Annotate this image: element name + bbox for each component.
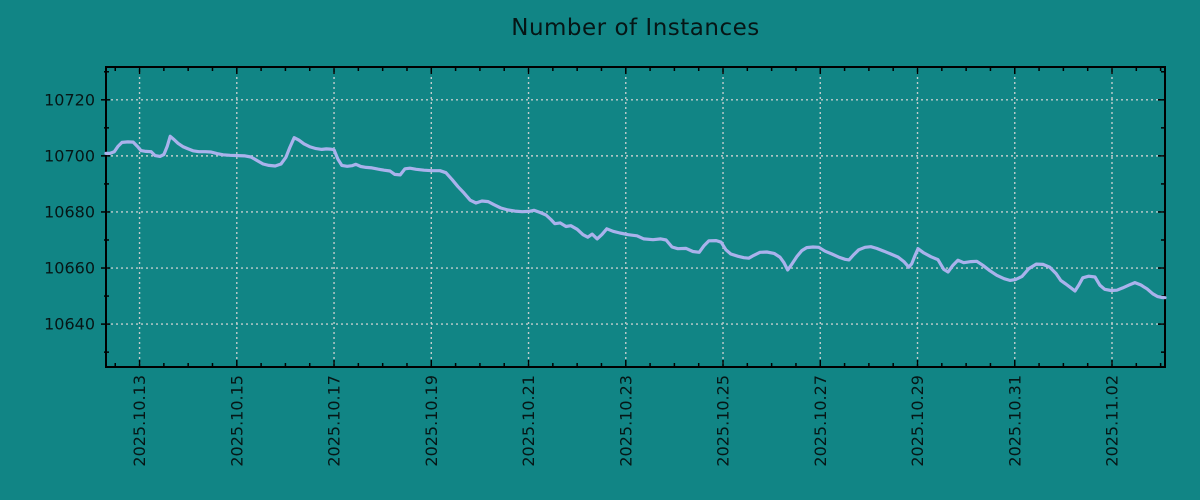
y-axis-label: 10720 [44, 90, 95, 109]
x-axis-label: 2025.11.02 [1103, 375, 1122, 467]
y-axis-label: 10640 [44, 315, 95, 334]
series-line-instances [104, 134, 1167, 300]
x-axis-label: 2025.10.19 [422, 375, 441, 467]
x-axis-label: 2025.10.31 [1005, 375, 1024, 467]
x-axis-label: 2025.10.17 [325, 375, 344, 467]
x-axis-label: 2025.10.29 [908, 375, 927, 467]
x-axis-label: 2025.10.15 [227, 375, 246, 467]
x-axis-label: 2025.10.21 [519, 375, 538, 467]
x-axis-label: 2025.10.27 [811, 375, 830, 467]
x-axis-label: 2025.10.13 [130, 375, 149, 467]
chart-title: Number of Instances [511, 15, 760, 41]
y-axis-label: 10700 [44, 146, 95, 165]
y-axis-label: 10680 [44, 202, 95, 221]
x-axis-label: 2025.10.23 [616, 375, 635, 467]
y-axis-label: 10660 [44, 259, 95, 278]
x-axis-label: 2025.10.25 [714, 375, 733, 467]
plot-border [105, 66, 1166, 368]
